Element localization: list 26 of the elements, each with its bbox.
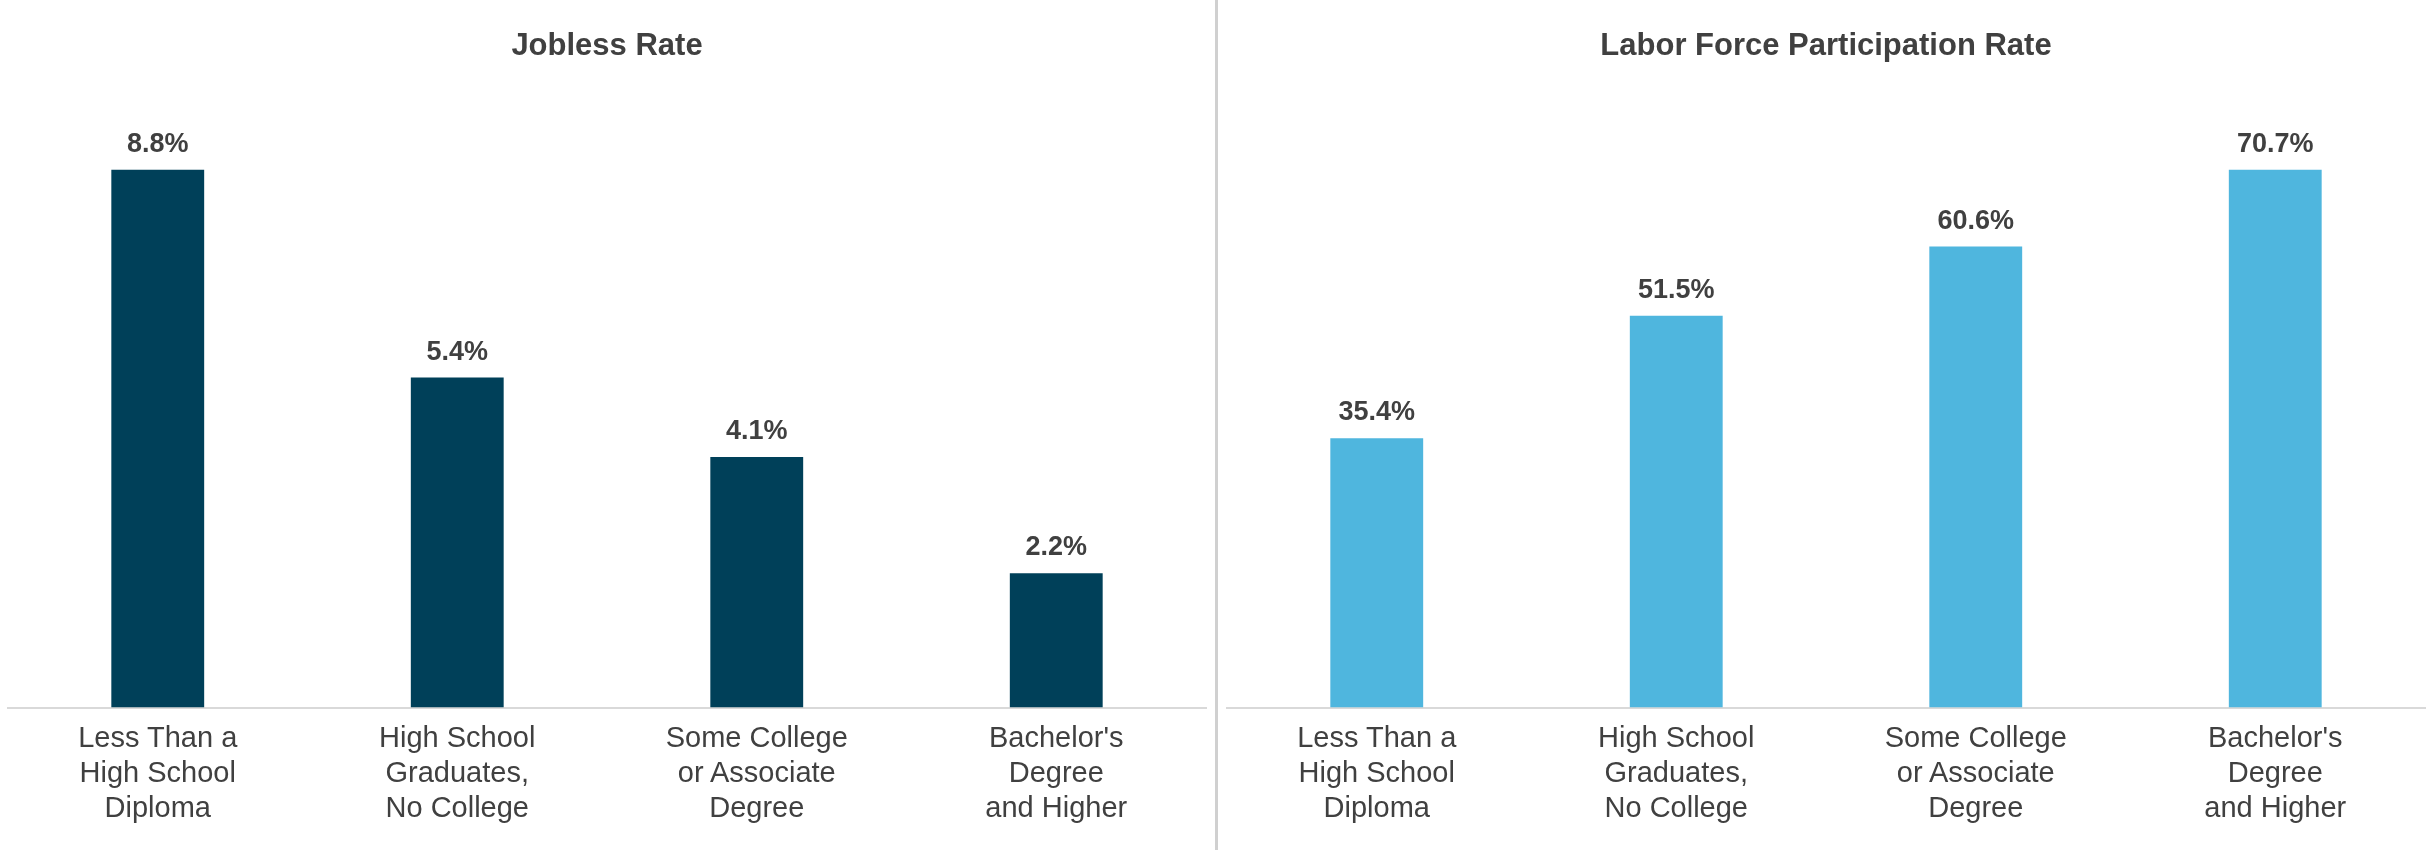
x-tick-label: Less Than a High School Diploma xyxy=(78,721,239,823)
x-tick-label: Bachelor's Degree and Higher xyxy=(985,721,1128,823)
bar xyxy=(710,457,804,708)
data-label: 51.5% xyxy=(1637,273,1715,304)
bar xyxy=(410,377,504,708)
data-label: 70.7% xyxy=(2236,127,2314,158)
bar xyxy=(1330,438,1424,708)
data-label: 35.4% xyxy=(1338,396,1416,427)
x-tick-label: Some College or Associate Degree xyxy=(665,721,848,823)
bar xyxy=(111,169,205,708)
bar xyxy=(1629,315,1723,708)
x-tick-label: Some College or Associate Degree xyxy=(1884,721,2067,823)
bar xyxy=(2228,169,2322,708)
chart-title: Jobless Rate xyxy=(511,27,703,63)
x-tick-label: High School Graduates, No College xyxy=(379,721,536,823)
chart-title: Labor Force Participation Rate xyxy=(1600,27,2052,63)
data-label: 5.4% xyxy=(426,335,489,366)
x-tick-label: Less Than a High School Diploma xyxy=(1297,721,1458,823)
data-label: 60.6% xyxy=(1937,204,2015,235)
data-label: 2.2% xyxy=(1025,531,1088,562)
bar xyxy=(1929,246,2023,708)
bar xyxy=(1009,573,1103,708)
x-tick-label: High School Graduates, No College xyxy=(1598,721,1755,823)
x-tick-label: Bachelor's Degree and Higher xyxy=(2204,721,2347,823)
data-label: 8.8% xyxy=(126,127,189,158)
data-label: 4.1% xyxy=(725,414,788,445)
